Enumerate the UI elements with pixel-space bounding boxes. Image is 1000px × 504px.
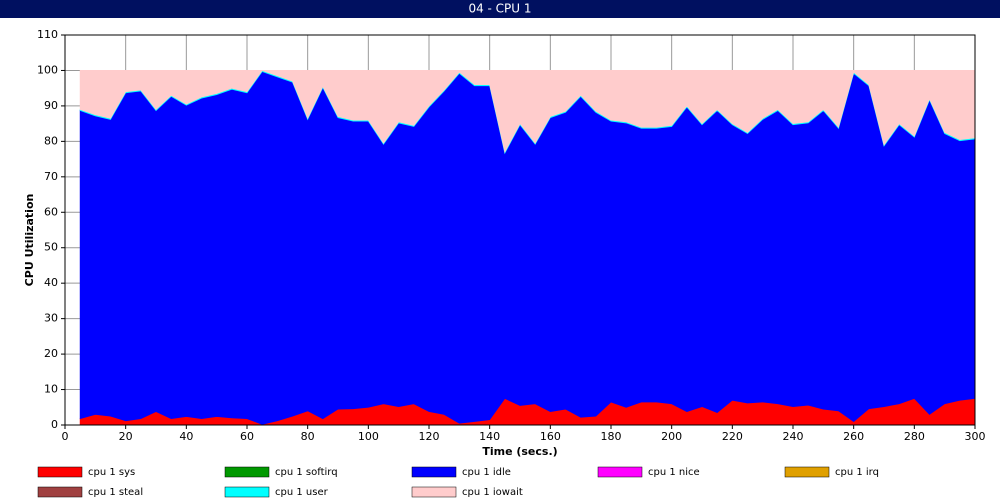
y-tick-label: 90 <box>44 99 58 112</box>
x-tick-label: 240 <box>783 430 804 443</box>
y-tick-label: 110 <box>37 28 58 41</box>
legend-label: cpu 1 nice <box>648 467 700 478</box>
y-tick-label: 10 <box>44 383 58 396</box>
legend-label: cpu 1 idle <box>462 467 511 478</box>
x-tick-label: 280 <box>904 430 925 443</box>
title-bar <box>0 0 1000 18</box>
x-tick-label: 20 <box>119 430 133 443</box>
legend-swatch <box>784 466 830 478</box>
legend-swatch <box>37 486 83 498</box>
x-tick-label: 40 <box>179 430 193 443</box>
y-tick-label: 20 <box>44 347 58 360</box>
y-tick-label: 80 <box>44 134 58 147</box>
x-tick-label: 200 <box>661 430 682 443</box>
x-tick-label: 0 <box>62 430 69 443</box>
legend-label: cpu 1 irq <box>835 467 879 478</box>
y-tick-label: 0 <box>51 418 58 431</box>
legend-swatch <box>224 466 270 478</box>
legend-swatch <box>37 466 83 478</box>
x-tick-label: 260 <box>843 430 864 443</box>
legend-swatch <box>224 486 270 498</box>
x-tick-label: 100 <box>358 430 379 443</box>
legend-label: cpu 1 user <box>275 487 329 498</box>
x-tick-label: 300 <box>965 430 986 443</box>
x-tick-label: 120 <box>419 430 440 443</box>
y-tick-label: 70 <box>44 170 58 183</box>
legend-swatch <box>411 486 457 498</box>
y-tick-label: 40 <box>44 276 58 289</box>
y-axis-label: CPU Utilization <box>23 194 36 287</box>
y-tick-label: 50 <box>44 241 58 254</box>
y-tick-label: 60 <box>44 205 58 218</box>
x-tick-label: 220 <box>722 430 743 443</box>
x-tick-label: 140 <box>479 430 500 443</box>
x-tick-label: 80 <box>301 430 315 443</box>
legend-label: cpu 1 steal <box>88 487 143 498</box>
y-tick-label: 30 <box>44 312 58 325</box>
x-tick-label: 60 <box>240 430 254 443</box>
chart-title: 04 - CPU 1 <box>468 2 531 16</box>
legend-swatch <box>597 466 643 478</box>
legend-swatch <box>411 466 457 478</box>
x-axis-label: Time (secs.) <box>482 445 557 458</box>
legend-label: cpu 1 sys <box>88 467 135 478</box>
plot-border <box>64 34 976 426</box>
legend-label: cpu 1 iowait <box>462 487 523 498</box>
y-tick-label: 100 <box>37 63 58 76</box>
x-tick-label: 160 <box>540 430 561 443</box>
x-tick-label: 180 <box>601 430 622 443</box>
legend-label: cpu 1 softirq <box>275 467 338 478</box>
